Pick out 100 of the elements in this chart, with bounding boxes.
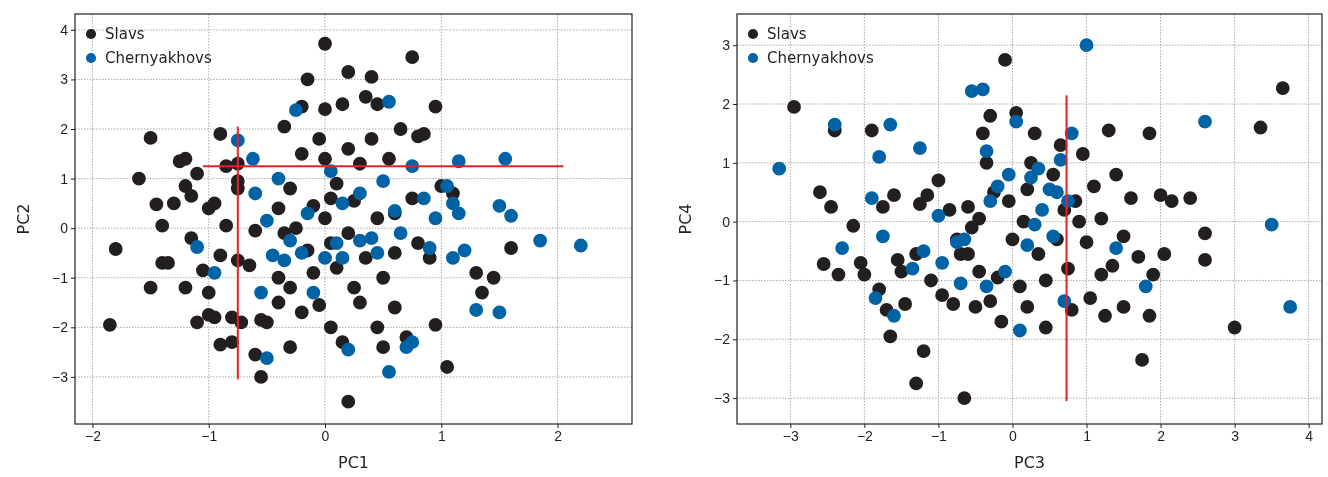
x-tick-label: −3 (782, 427, 800, 444)
point (953, 276, 968, 291)
point (341, 342, 356, 357)
point (492, 198, 507, 213)
point (248, 186, 263, 201)
point (352, 233, 367, 248)
point (905, 261, 920, 276)
y-tick-label: 2 (60, 121, 69, 137)
point (440, 179, 455, 193)
point (979, 279, 994, 294)
point (259, 351, 274, 365)
legend-label: Chernyakhovs (767, 49, 874, 67)
y-tick-label: 2 (722, 95, 731, 112)
point (1138, 279, 1153, 294)
y-tick-label: −3 (52, 368, 69, 385)
legend-label: Chernyakhovs (105, 49, 212, 67)
point (868, 291, 883, 306)
point (376, 174, 391, 188)
point (190, 240, 205, 254)
point (1053, 152, 1068, 167)
point (1046, 229, 1061, 244)
point (277, 253, 292, 268)
point (259, 213, 274, 228)
point (271, 171, 286, 186)
point (416, 191, 431, 206)
legend-label: Slavs (105, 25, 145, 43)
point (405, 335, 420, 350)
point (990, 179, 1005, 194)
point (1024, 170, 1038, 185)
x-tick-label: 1 (1083, 427, 1092, 444)
y-tick-label: −1 (714, 272, 731, 289)
point (1049, 185, 1064, 200)
point (1031, 161, 1046, 176)
point (875, 229, 890, 244)
x-axis-title: PC1 (338, 453, 369, 472)
x-tick-label: 3 (1231, 427, 1240, 444)
point (975, 82, 990, 97)
point (283, 233, 298, 248)
point (1009, 114, 1024, 129)
x-tick-label: 2 (554, 427, 563, 444)
point (393, 226, 408, 241)
point (998, 264, 1012, 279)
point (289, 103, 303, 118)
point (364, 231, 379, 245)
point (318, 251, 332, 265)
point (1027, 217, 1042, 232)
x-axis-title: PC3 (1014, 453, 1045, 472)
point (446, 196, 460, 211)
x-tick-label: −2 (84, 427, 102, 444)
x-tick-label: −2 (856, 427, 874, 444)
x-tick-label: 0 (321, 427, 330, 444)
point (1198, 114, 1212, 129)
point (827, 117, 842, 132)
point (1264, 217, 1279, 232)
point (1035, 202, 1049, 217)
y-tick-label: −2 (714, 331, 731, 348)
x-tick-label: −1 (930, 427, 948, 444)
point (913, 141, 927, 156)
point (1109, 241, 1124, 256)
x-tick-label: −1 (201, 427, 218, 444)
point (294, 246, 309, 260)
point (931, 208, 946, 223)
point (329, 236, 344, 250)
point (772, 161, 787, 176)
point (533, 233, 548, 248)
point (864, 191, 879, 206)
point (983, 194, 998, 208)
point (352, 186, 367, 201)
point (335, 251, 350, 265)
y-tick-label: 4 (60, 21, 69, 38)
x-tick-label: 1 (437, 427, 446, 444)
point (254, 285, 268, 300)
y-tick-label: 1 (722, 154, 731, 171)
point (1020, 238, 1035, 253)
point (246, 151, 260, 166)
point (492, 305, 507, 320)
point (382, 94, 396, 109)
y-tick-label: 0 (60, 220, 69, 237)
point (887, 308, 901, 323)
y-axis-title: PC2 (14, 203, 33, 235)
point (207, 265, 222, 280)
point (469, 303, 484, 317)
y-tick-label: −2 (52, 319, 69, 336)
y-tick-label: 3 (60, 71, 69, 88)
point (1001, 167, 1016, 182)
y-tick-label: −1 (52, 269, 69, 286)
point (457, 243, 472, 258)
y-tick-label: 3 (722, 37, 731, 54)
point (573, 238, 588, 253)
point (835, 241, 850, 256)
x-tick-label: 4 (1305, 427, 1314, 444)
point (1079, 38, 1094, 53)
point (1012, 323, 1027, 338)
point (883, 117, 898, 132)
point (1283, 300, 1298, 314)
y-axis-title: PC4 (676, 203, 695, 235)
point (306, 285, 321, 300)
point (504, 208, 518, 223)
point (979, 144, 994, 158)
point (446, 251, 460, 265)
